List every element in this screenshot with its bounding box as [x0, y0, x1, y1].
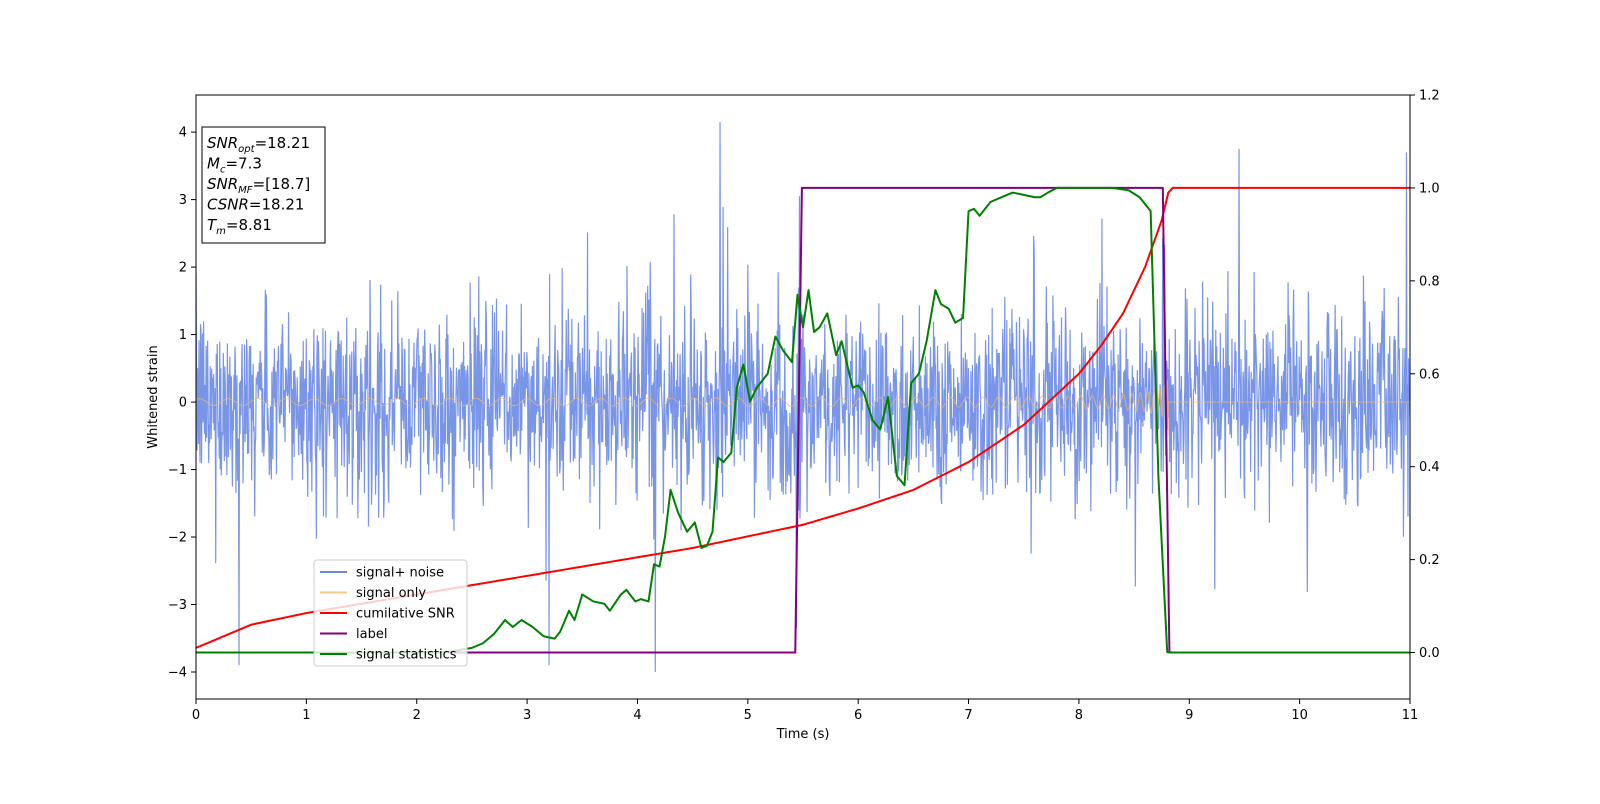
- info-line: Tm=8.81: [207, 216, 272, 237]
- info-line-subscript: m: [216, 226, 226, 237]
- info-line-symbol: CSNR: [207, 196, 249, 214]
- series-signal-statistics-line: [196, 186, 1410, 654]
- info-line-value: =8.81: [226, 216, 272, 234]
- y-tick-label-left: 3: [179, 193, 187, 208]
- info-line-symbol: M: [207, 155, 220, 173]
- series-signal-only-line: [196, 379, 1410, 436]
- y-tick-label-left: 4: [179, 126, 187, 141]
- x-tick-label: 3: [523, 708, 531, 723]
- info-line-value: =18.21: [249, 196, 305, 214]
- y-tick-label-right: 0.8: [1419, 274, 1440, 289]
- info-line: CSNR=18.21: [207, 196, 304, 214]
- legend-entry-label: signal+ noise: [356, 566, 444, 581]
- info-line-value: =7.3: [225, 155, 261, 173]
- y-tick-label-left: 2: [179, 261, 187, 276]
- info-line: SNRMF=[18.7]: [207, 175, 310, 196]
- y-tick-label-left: −4: [168, 666, 187, 681]
- y-tick-label-left: 0: [179, 396, 187, 411]
- y-tick-label-right: 0.2: [1419, 553, 1440, 568]
- info-line-symbol: SNR: [207, 134, 238, 152]
- x-tick-label: 6: [854, 708, 862, 723]
- y-tick-label-right: 0.4: [1419, 460, 1440, 475]
- info-line-subscript: c: [220, 165, 226, 176]
- info-line: Mc=7.3: [207, 155, 262, 176]
- info-line-symbol: T: [207, 216, 218, 234]
- y-tick-label-left: 1: [179, 328, 187, 343]
- info-line-value: =[18.7]: [253, 175, 311, 193]
- series-signal-noise-line: [196, 121, 1410, 673]
- x-tick-label: 0: [192, 708, 200, 723]
- y-axis-label-left: Whitened strain: [146, 345, 161, 448]
- x-axis-label: Time (s): [776, 727, 830, 742]
- legend-entry-label: label: [356, 627, 387, 642]
- x-tick-label: 8: [1075, 708, 1083, 723]
- y-tick-label-left: −3: [168, 598, 187, 613]
- y-tick-label-left: −2: [168, 531, 187, 546]
- legend: signal+ noise signal only cumilative SNR la…: [313, 559, 468, 667]
- x-tick-label: 11: [1402, 708, 1419, 723]
- x-tick-label: 4: [633, 708, 641, 723]
- info-line-subscript: opt: [238, 144, 255, 155]
- axes-layer: 0 1 2 3 4 5 6 7 8 9 10 11 −4 −3 −2 −1 0 1 2 3 4 0.0 0.2 0.4 0.6 0…: [168, 89, 1440, 724]
- x-tick-label: 1: [302, 708, 310, 723]
- info-box-frame: [201, 126, 326, 244]
- x-tick-label: 5: [744, 708, 752, 723]
- legend-frame: [313, 559, 468, 667]
- legend-entry-label: cumilative SNR: [356, 607, 455, 622]
- y-tick-label-right: 0.0: [1419, 646, 1440, 661]
- y-tick-label-left: −1: [168, 463, 187, 478]
- info-line-subscript: MF: [238, 185, 253, 196]
- info-line-value: =18.21: [255, 134, 311, 152]
- x-tick-label: 10: [1291, 708, 1308, 723]
- x-tick-label: 2: [413, 708, 421, 723]
- plot-frame: [195, 94, 1411, 700]
- y-tick-label-right: 1.0: [1419, 181, 1440, 196]
- info-line: SNRopt=18.21: [207, 134, 310, 155]
- y-tick-label-right: 1.2: [1419, 89, 1440, 104]
- y-tick-label-right: 0.6: [1419, 367, 1440, 382]
- legend-entry-label: signal only: [356, 586, 426, 601]
- legend-entry-label: signal statistics: [356, 648, 457, 663]
- info-box: SNRopt=18.21Mc=7.3SNRMF=[18.7]CSNR=18.21…: [201, 126, 326, 244]
- info-line-symbol: SNR: [207, 175, 238, 193]
- x-tick-label: 7: [964, 708, 972, 723]
- x-tick-label: 9: [1185, 708, 1193, 723]
